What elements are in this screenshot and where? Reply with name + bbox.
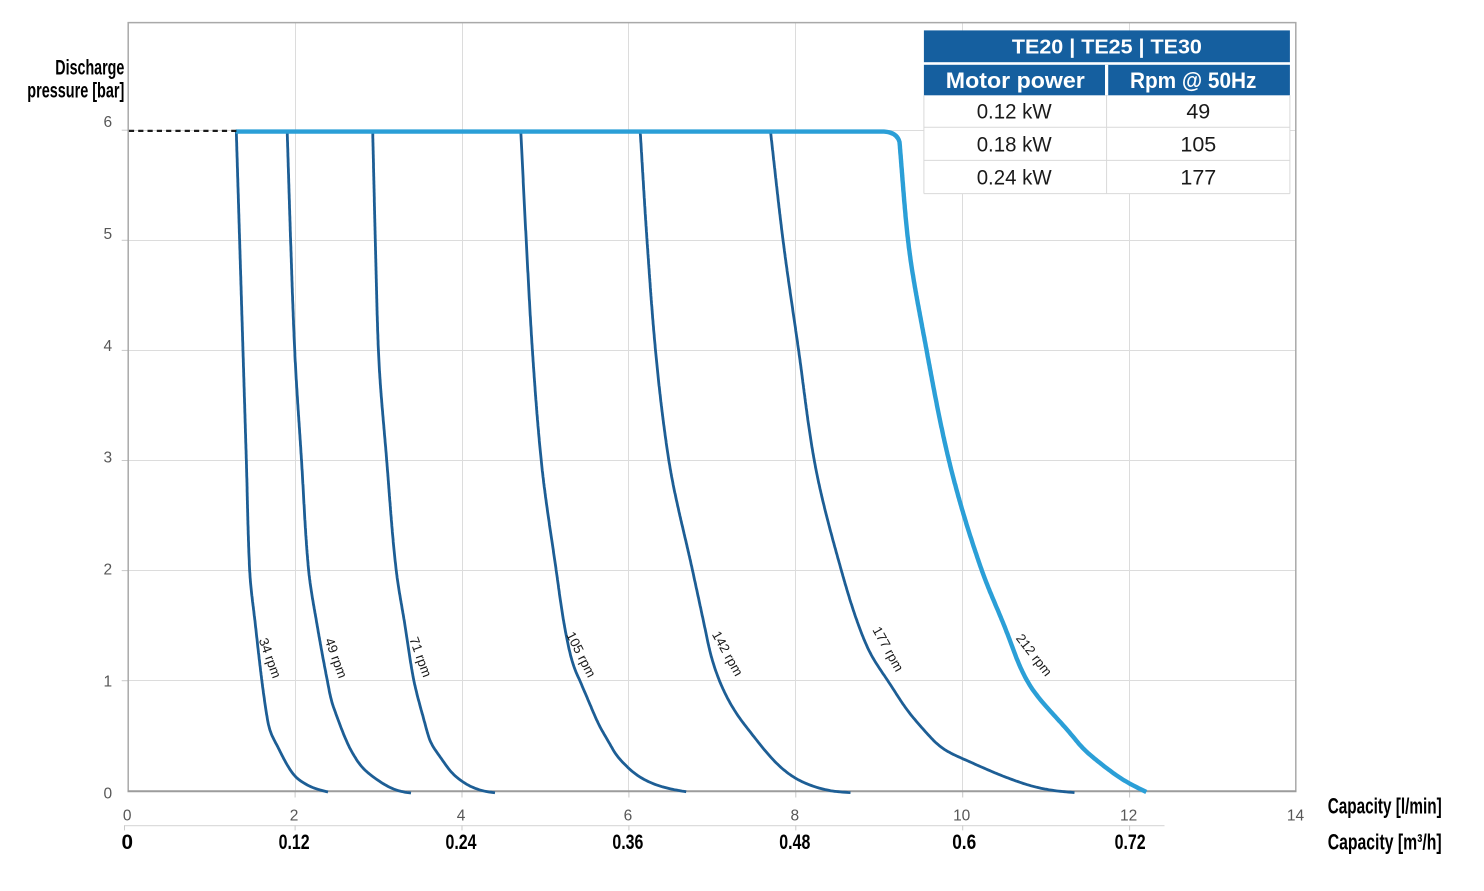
svg-text:0.36: 0.36 (612, 831, 643, 854)
svg-text:6: 6 (624, 808, 633, 825)
svg-text:TE20 | TE25 | TE30: TE20 | TE25 | TE30 (1012, 37, 1202, 59)
svg-text:0: 0 (123, 808, 132, 825)
svg-text:6: 6 (103, 114, 112, 131)
svg-text:0.72: 0.72 (1115, 831, 1146, 854)
svg-text:2: 2 (290, 808, 299, 825)
svg-text:Capacity [l/min]: Capacity [l/min] (1328, 794, 1442, 819)
svg-text:Motor power: Motor power (946, 68, 1085, 93)
svg-text:Discharge: Discharge (55, 56, 124, 79)
svg-text:Capacity [m³/h]: Capacity [m³/h] (1328, 829, 1442, 854)
svg-text:3: 3 (103, 450, 112, 467)
svg-text:0.48: 0.48 (779, 831, 810, 854)
svg-text:49: 49 (1186, 100, 1210, 124)
svg-text:12: 12 (1120, 808, 1137, 825)
svg-text:2: 2 (103, 562, 112, 579)
svg-text:0.6: 0.6 (952, 831, 976, 854)
svg-text:0: 0 (121, 831, 133, 854)
svg-text:0.12 kW: 0.12 kW (977, 100, 1053, 124)
svg-text:1: 1 (103, 674, 112, 691)
svg-text:105: 105 (1180, 133, 1216, 157)
svg-text:pressure [bar]: pressure [bar] (27, 80, 124, 103)
svg-text:0.12: 0.12 (279, 831, 310, 854)
svg-text:177: 177 (1180, 166, 1216, 190)
svg-text:5: 5 (103, 226, 112, 243)
svg-text:4: 4 (103, 338, 112, 355)
svg-text:0.24 kW: 0.24 kW (977, 166, 1053, 190)
svg-text:Rpm @ 50Hz: Rpm @ 50Hz (1130, 68, 1257, 93)
svg-text:10: 10 (953, 808, 971, 825)
svg-text:0.24: 0.24 (446, 831, 477, 854)
svg-text:0: 0 (103, 785, 112, 802)
svg-text:14: 14 (1287, 808, 1305, 825)
svg-text:0.18 kW: 0.18 kW (977, 133, 1053, 157)
svg-text:4: 4 (457, 808, 466, 825)
svg-text:8: 8 (790, 808, 799, 825)
